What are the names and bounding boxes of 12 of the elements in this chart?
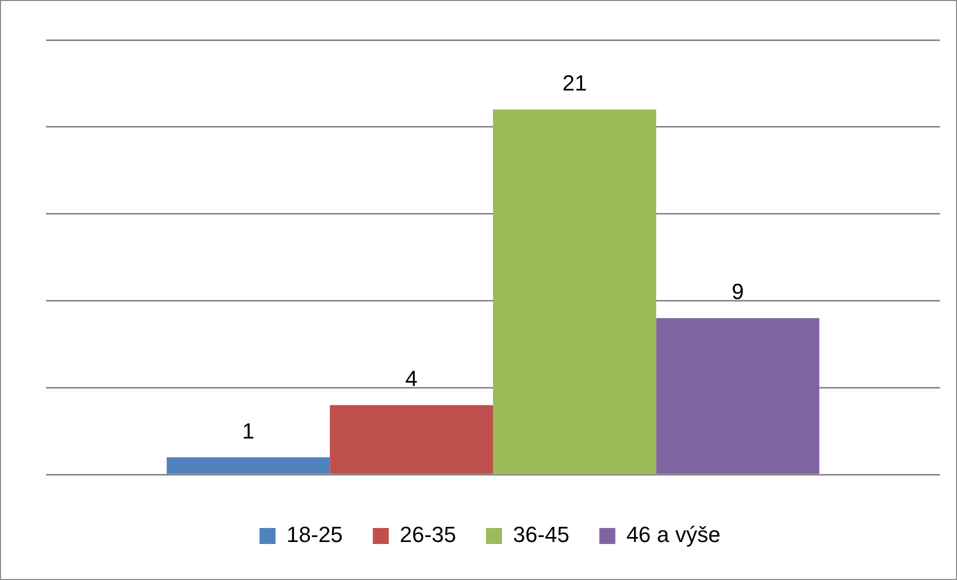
legend-label: 26-35 — [400, 522, 456, 548]
bar — [493, 110, 656, 474]
bar — [330, 405, 493, 474]
data-label: 1 — [242, 418, 254, 444]
legend-label: 46 a výše — [626, 522, 720, 548]
data-label: 21 — [562, 70, 587, 96]
legend-label: 18-25 — [286, 522, 343, 548]
bar — [166, 457, 330, 474]
data-label: 9 — [732, 279, 744, 304]
data-label: 4 — [405, 366, 418, 392]
bar — [656, 318, 820, 474]
legend-label: 36-45 — [513, 522, 570, 548]
